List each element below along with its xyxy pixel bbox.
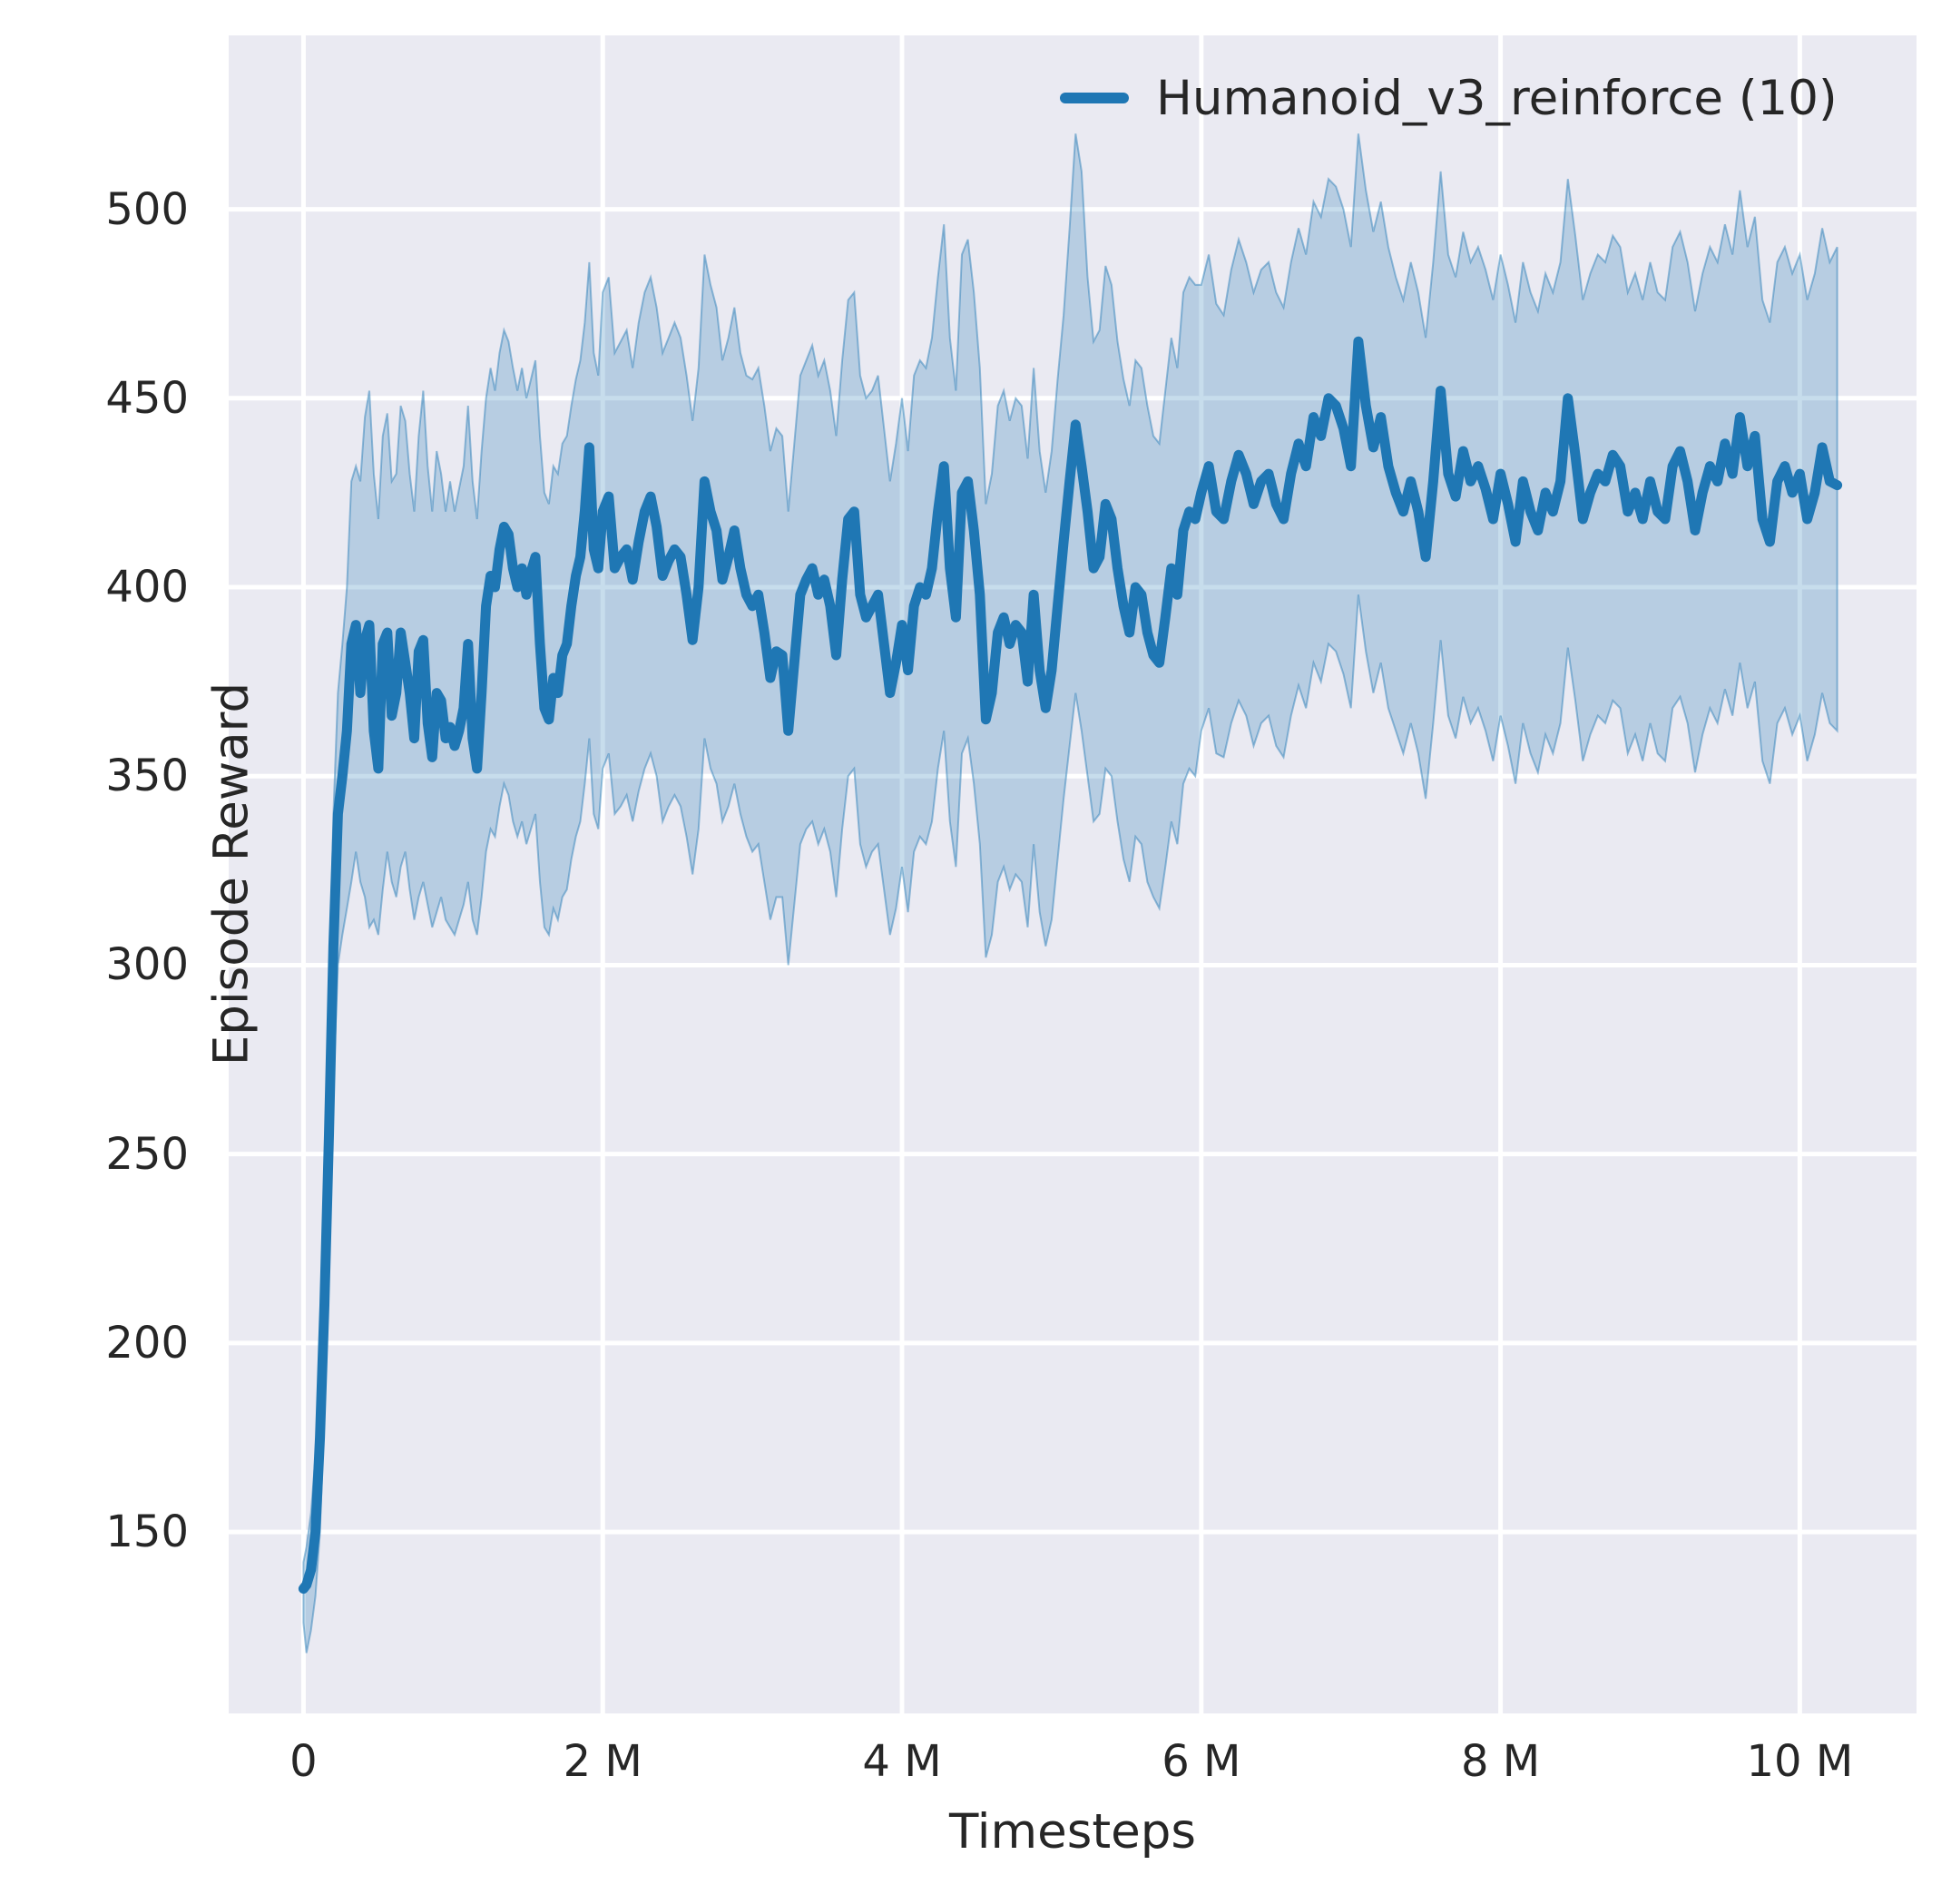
- mean-line-path: [298, 336, 1843, 1595]
- mean-line: [298, 336, 1843, 1595]
- y-tick-label: 300: [105, 939, 189, 991]
- x-tick-label: 0: [289, 1736, 318, 1787]
- y-tick-label: 400: [105, 562, 189, 613]
- legend-line-sample: [1060, 93, 1129, 103]
- y-tick-label: 150: [105, 1507, 189, 1558]
- y-tick-label: 200: [105, 1317, 189, 1369]
- y-axis-label: Episode Reward: [203, 682, 260, 1066]
- y-tick-label: 350: [105, 751, 189, 802]
- grid-lines: [229, 35, 1917, 1713]
- confidence-band: [302, 133, 1838, 1654]
- x-tick-label: 10 M: [1746, 1736, 1854, 1787]
- y-tick-label: 450: [105, 372, 189, 424]
- legend-label: Humanoid_v3_reinforce (10): [1156, 70, 1838, 126]
- x-tick-label: 2 M: [563, 1736, 642, 1787]
- x-tick-label: 6 M: [1162, 1736, 1241, 1787]
- x-axis-label: Timesteps: [949, 1804, 1196, 1860]
- x-tick-label: 8 M: [1460, 1736, 1541, 1787]
- plot-area: [229, 35, 1917, 1713]
- y-tick-label: 250: [105, 1128, 189, 1180]
- legend: Humanoid_v3_reinforce (10): [1060, 69, 1838, 127]
- x-tick-label: 4 M: [862, 1736, 942, 1787]
- confidence-band-path: [302, 133, 1838, 1654]
- y-tick-label: 500: [105, 183, 189, 235]
